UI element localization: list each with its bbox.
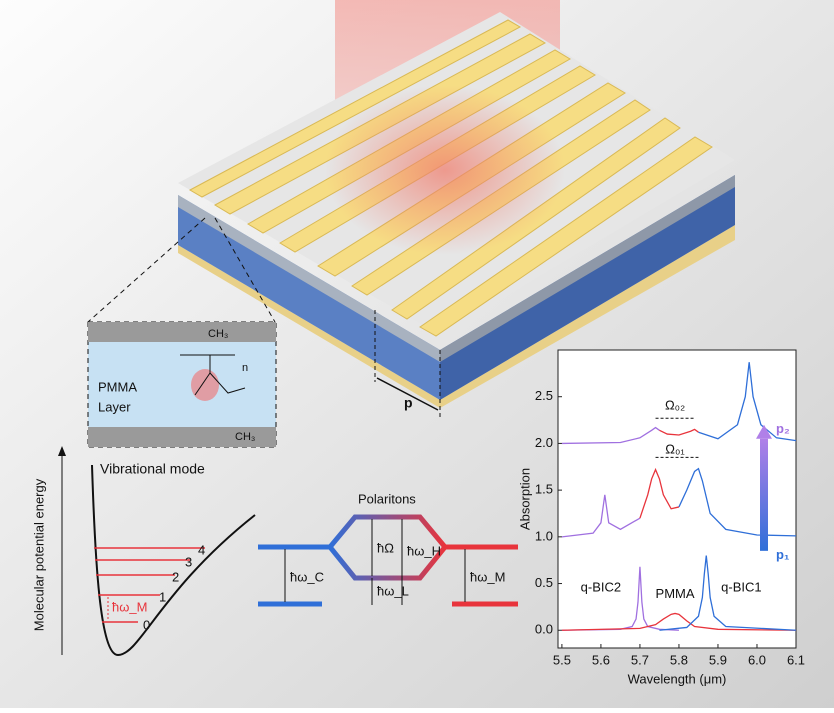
plot-area — [557, 349, 797, 649]
x-axis-label: Wavelength (μm) — [628, 671, 727, 686]
x-tick-label: 6.0 — [748, 652, 766, 667]
level: 1 — [159, 589, 166, 604]
x-tick-label: 5.9 — [709, 652, 727, 667]
period-arrow — [760, 438, 768, 551]
annotation: Ω₀₁ — [665, 441, 685, 456]
y-tick-label: 2.0 — [535, 435, 553, 450]
methyl: CH₃ — [235, 431, 255, 443]
annotation: q-BIC1 — [721, 580, 761, 595]
spectrum-line — [561, 426, 660, 445]
x-tick-label: 6.1 — [787, 652, 805, 667]
repeat-index: n — [242, 362, 248, 374]
x-tick-label: 5.5 — [553, 652, 571, 667]
spectrum-line — [561, 494, 641, 538]
y-tick-label: 1.5 — [535, 482, 553, 497]
spectrum-line — [561, 612, 797, 631]
x-tick-label: 5.6 — [592, 652, 610, 667]
y-tick-label: 2.5 — [535, 388, 553, 403]
x-tick-label: 5.7 — [631, 652, 649, 667]
level: 2 — [172, 569, 179, 584]
annotation: PMMA — [656, 586, 695, 601]
annotation: q-BIC2 — [581, 580, 621, 595]
cavity: ħω_C — [290, 569, 324, 584]
level: 0 — [143, 617, 150, 632]
rabi: ħΩ — [377, 540, 394, 555]
methyl: CH₃ — [208, 328, 228, 340]
y-tick-label: 1.0 — [535, 528, 553, 543]
quantum: ħω_M — [112, 599, 147, 614]
spectrum-line — [561, 566, 679, 631]
spectrum-line — [678, 467, 797, 537]
axis-label: Molecular potential energy — [31, 478, 46, 631]
molecule: ħω_M — [470, 569, 505, 584]
y-axis-label: Absorption — [517, 468, 532, 530]
annotation: p₂ — [776, 421, 790, 436]
pmma-inset: PMMA Layer CH₃ CH₃ n — [87, 321, 277, 448]
device: p — [87, 0, 735, 420]
level: 4 — [198, 542, 205, 557]
spectrum-line — [639, 467, 680, 519]
spectrum-line — [698, 362, 797, 442]
pmma-label: PMMA — [98, 379, 137, 394]
vibration-title: Vibrational mode — [100, 461, 205, 477]
x-tick-label: 5.8 — [670, 652, 688, 667]
pmma-label: Layer — [98, 399, 131, 414]
lower: ħω_L — [377, 583, 409, 598]
y-tick-label: 0.0 — [535, 622, 553, 637]
pitch-label: p — [404, 395, 413, 411]
spectrum-line — [659, 555, 797, 631]
upper: ħω_H — [407, 543, 441, 558]
y-tick-label: 0.5 — [535, 575, 553, 590]
annotation: Ω₀₂ — [665, 397, 685, 412]
spectrum-line — [659, 428, 699, 436]
polariton-diagram — [258, 514, 518, 607]
potential-diagram: Molecular potential energy Vibrational m… — [31, 446, 256, 657]
absorption-chart: 5.5 5.6 5.7 5.8 5.9 6.0 6.1 0.0 0.5 1.0 1.5 2.0 2.5 W… — [517, 349, 805, 686]
period-arrow-head — [756, 424, 772, 439]
level: 3 — [185, 554, 192, 569]
annotation: p₁ — [776, 547, 789, 562]
polariton-title: Polaritons — [358, 491, 416, 506]
